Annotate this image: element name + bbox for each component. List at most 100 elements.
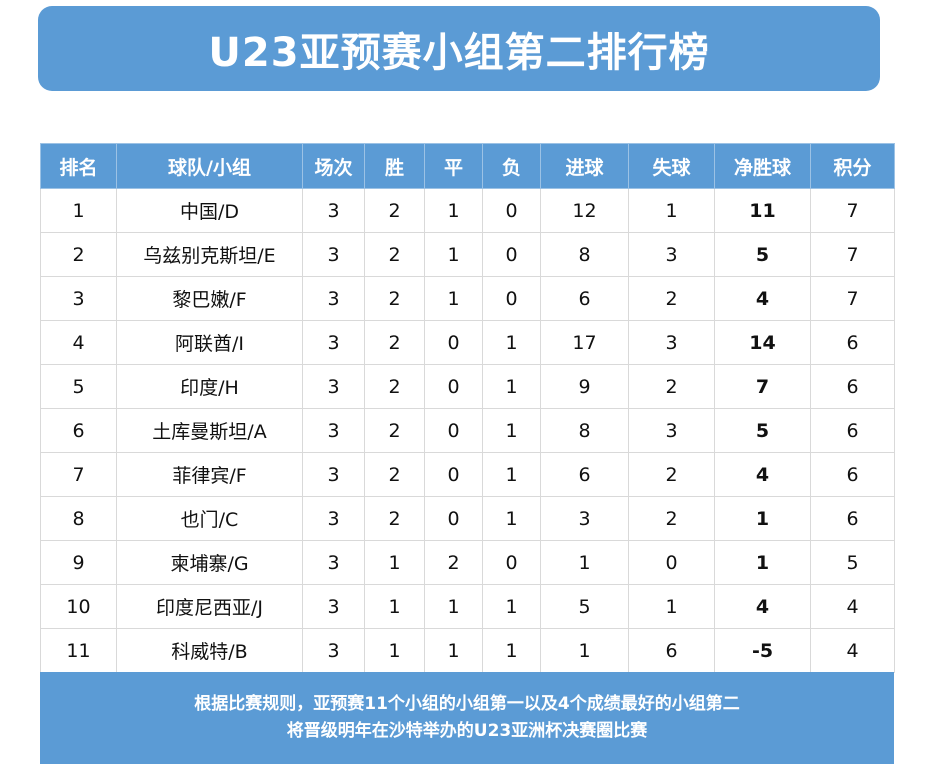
won-cell: 2 (364, 276, 425, 321)
drawn-cell: 1 (424, 584, 483, 629)
points-cell: 7 (810, 232, 895, 277)
lost-cell: 1 (482, 364, 541, 409)
goal-difference-cell: 7 (714, 364, 811, 409)
won-cell: 2 (364, 320, 425, 365)
goals-for-cell: 3 (540, 496, 629, 541)
table-row: 10 印度尼西亚/J 3 1 1 1 5 1 4 4 (40, 584, 895, 629)
team-cell: 也门/C (116, 496, 303, 541)
drawn-cell: 0 (424, 496, 483, 541)
points-cell: 6 (810, 364, 895, 409)
standings-table-container: 排名 球队/小组 场次胜平负进球 失球 净胜球 积分 1 中国/D 3 2 1 0 12 1 11 7 2 乌兹… (40, 143, 895, 673)
goal-difference-cell: 14 (714, 320, 811, 365)
goals-for-cell: 17 (540, 320, 629, 365)
played-cell: 3 (302, 452, 365, 497)
table-row: 6 土库曼斯坦/A 3 2 0 1 8 3 5 6 (40, 408, 895, 453)
goal-difference-cell: 5 (714, 232, 811, 277)
team-cell: 印度/H (116, 364, 303, 409)
team-cell: 土库曼斯坦/A (116, 408, 303, 453)
rank-cell: 3 (40, 276, 117, 321)
table-row: 9 柬埔寨/G 3 1 2 0 1 0 1 5 (40, 540, 895, 585)
goals-for-cell: 9 (540, 364, 629, 409)
played-cell: 3 (302, 408, 365, 453)
lost-cell: 1 (482, 496, 541, 541)
goals-for-cell: 8 (540, 408, 629, 453)
drawn-cell: 1 (424, 628, 483, 673)
lost-cell: 0 (482, 232, 541, 277)
footer-line-1: 根据比赛规则，亚预赛11个小组的小组第一以及4个成绩最好的小组第二 (194, 694, 740, 714)
goal-difference-cell: 5 (714, 408, 811, 453)
goals-for-cell: 8 (540, 232, 629, 277)
won-cell: 1 (364, 628, 425, 673)
drawn-cell: 1 (424, 232, 483, 277)
standings-table: 排名 球队/小组 场次胜平负进球 失球 净胜球 积分 1 中国/D 3 2 1 0 12 1 11 7 2 乌兹… (40, 143, 895, 673)
won-cell: 2 (364, 364, 425, 409)
played-cell: 3 (302, 232, 365, 277)
points-cell: 6 (810, 452, 895, 497)
table-row: 5 印度/H 3 2 0 1 9 2 7 6 (40, 364, 895, 409)
won-cell: 2 (364, 188, 425, 233)
team-cell: 中国/D (116, 188, 303, 233)
lost-cell: 1 (482, 628, 541, 673)
played-cell: 3 (302, 540, 365, 585)
table-row: 7 菲律宾/F 3 2 0 1 6 2 4 6 (40, 452, 895, 497)
header-goal-difference: 净胜球 (714, 143, 811, 189)
drawn-cell: 0 (424, 364, 483, 409)
title-banner: U23亚预赛小组第二排行榜 (38, 6, 880, 91)
rank-cell: 8 (40, 496, 117, 541)
points-cell: 6 (810, 496, 895, 541)
lost-cell: 0 (482, 276, 541, 321)
drawn-cell: 1 (424, 276, 483, 321)
goals-against-cell: 3 (628, 320, 715, 365)
won-cell: 1 (364, 584, 425, 629)
drawn-cell: 1 (424, 188, 483, 233)
rank-cell: 7 (40, 452, 117, 497)
table-body: 1 中国/D 3 2 1 0 12 1 11 7 2 乌兹别克斯坦/E 3 2 1 0 8 3 5 7 3 黎巴嫩/F 3 2… (40, 188, 895, 673)
won-cell: 1 (364, 540, 425, 585)
header-goals-for: 进球 (540, 143, 629, 189)
goals-against-cell: 0 (628, 540, 715, 585)
points-cell: 4 (810, 584, 895, 629)
played-cell: 3 (302, 276, 365, 321)
table-row: 8 也门/C 3 2 0 1 3 2 1 6 (40, 496, 895, 541)
table-row: 11 科威特/B 3 1 1 1 1 6 -5 4 (40, 628, 895, 673)
goals-against-cell: 3 (628, 408, 715, 453)
header-drawn: 平 (424, 143, 483, 189)
goals-for-cell: 1 (540, 628, 629, 673)
goals-for-cell: 5 (540, 584, 629, 629)
page-title: U23亚预赛小组第二排行榜 (208, 29, 710, 76)
drawn-cell: 0 (424, 408, 483, 453)
table-header-row: 排名 球队/小组 场次胜平负进球 失球 净胜球 积分 (40, 143, 895, 189)
header-rank: 排名 (40, 143, 117, 189)
header-lost: 负 (482, 143, 541, 189)
goals-for-cell: 12 (540, 188, 629, 233)
goals-against-cell: 2 (628, 496, 715, 541)
won-cell: 2 (364, 496, 425, 541)
points-cell: 4 (810, 628, 895, 673)
goal-difference-cell: 1 (714, 496, 811, 541)
goals-for-cell: 6 (540, 276, 629, 321)
lost-cell: 0 (482, 188, 541, 233)
lost-cell: 0 (482, 540, 541, 585)
rank-cell: 1 (40, 188, 117, 233)
header-team-group: 球队/小组 (116, 143, 303, 189)
played-cell: 3 (302, 364, 365, 409)
played-cell: 3 (302, 496, 365, 541)
played-cell: 3 (302, 320, 365, 365)
rank-cell: 5 (40, 364, 117, 409)
rank-cell: 11 (40, 628, 117, 673)
table-row: 2 乌兹别克斯坦/E 3 2 1 0 8 3 5 7 (40, 232, 895, 277)
drawn-cell: 0 (424, 452, 483, 497)
points-cell: 6 (810, 408, 895, 453)
goal-difference-cell: 4 (714, 276, 811, 321)
goal-difference-cell: 1 (714, 540, 811, 585)
team-cell: 印度尼西亚/J (116, 584, 303, 629)
won-cell: 2 (364, 452, 425, 497)
goal-difference-cell: 4 (714, 452, 811, 497)
lost-cell: 1 (482, 408, 541, 453)
won-cell: 2 (364, 232, 425, 277)
played-cell: 3 (302, 584, 365, 629)
goal-difference-cell: 11 (714, 188, 811, 233)
header-goals-against: 失球 (628, 143, 715, 189)
team-cell: 柬埔寨/G (116, 540, 303, 585)
